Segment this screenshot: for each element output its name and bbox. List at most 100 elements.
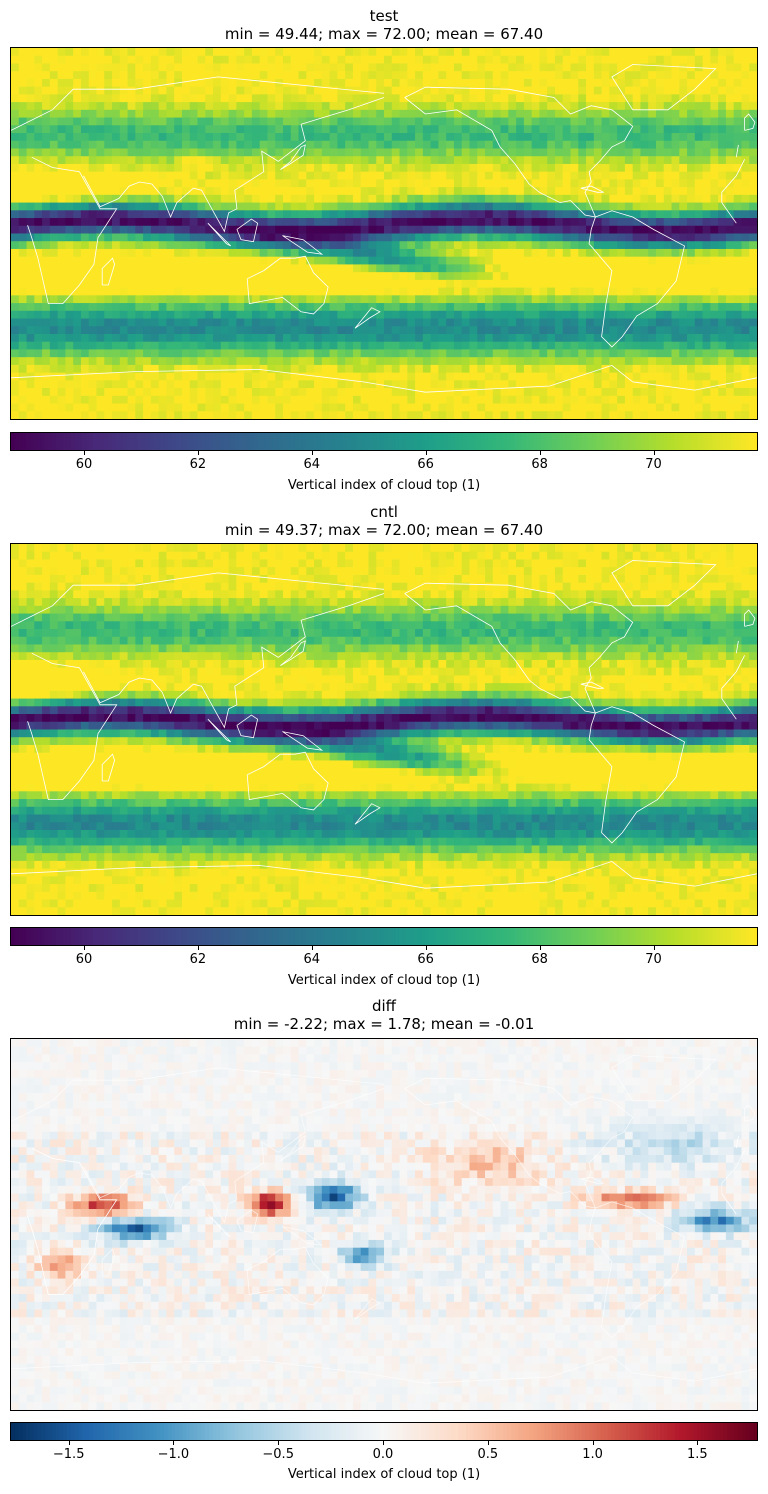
heatmap-cell bbox=[554, 272, 564, 281]
heatmap-cell bbox=[516, 395, 525, 405]
heatmap-cell bbox=[321, 187, 331, 196]
heatmap-cell bbox=[749, 102, 757, 111]
heatmap-cell bbox=[80, 94, 90, 103]
colorbar-segment bbox=[589, 433, 594, 450]
heatmap-cell bbox=[725, 218, 735, 227]
heatmap-cell bbox=[539, 133, 548, 142]
heatmap-cell bbox=[593, 326, 603, 335]
heatmap-cell bbox=[73, 248, 82, 258]
heatmap-cell bbox=[438, 318, 447, 327]
heatmap-cell bbox=[49, 140, 59, 150]
heatmap-cell bbox=[578, 395, 587, 405]
heatmap-cell bbox=[648, 388, 657, 397]
heatmap-cell bbox=[469, 241, 478, 250]
heatmap-cell bbox=[407, 241, 416, 250]
heatmap-cell bbox=[166, 148, 175, 157]
heatmap-cell bbox=[632, 156, 642, 165]
heatmap-cell bbox=[112, 78, 121, 88]
heatmap-cell bbox=[671, 372, 680, 381]
heatmap-cell bbox=[18, 163, 28, 173]
heatmap-cell bbox=[321, 411, 331, 419]
heatmap-cell bbox=[422, 171, 432, 180]
heatmap-cell bbox=[655, 264, 665, 273]
heatmap-cell bbox=[282, 357, 292, 366]
heatmap-cell bbox=[88, 63, 98, 72]
heatmap-cell bbox=[609, 544, 618, 553]
heatmap-cell bbox=[189, 551, 199, 561]
heatmap-cell bbox=[461, 357, 471, 366]
heatmap-cell bbox=[648, 264, 657, 273]
heatmap-cell bbox=[352, 264, 362, 273]
heatmap-cell bbox=[267, 187, 276, 196]
heatmap-cell bbox=[679, 326, 688, 335]
heatmap-cell bbox=[733, 341, 743, 351]
heatmap-cell bbox=[430, 380, 439, 389]
heatmap-cell bbox=[407, 372, 416, 381]
heatmap-cell bbox=[384, 364, 393, 374]
heatmap-cell bbox=[407, 544, 416, 553]
heatmap-cell bbox=[42, 403, 51, 412]
heatmap-cell bbox=[430, 94, 439, 103]
heatmap-cell bbox=[407, 163, 416, 173]
heatmap-cell bbox=[275, 551, 284, 561]
heatmap-cell bbox=[158, 202, 168, 211]
heatmap-cell bbox=[34, 310, 43, 320]
heatmap-cell bbox=[360, 86, 370, 95]
heatmap-cell bbox=[632, 109, 642, 119]
heatmap-cell bbox=[725, 395, 735, 405]
heatmap-cell bbox=[609, 202, 618, 211]
heatmap-cell bbox=[453, 341, 463, 351]
heatmap-cell bbox=[725, 148, 735, 157]
heatmap-cell bbox=[640, 264, 649, 273]
heatmap-cell bbox=[554, 78, 564, 88]
heatmap-cell bbox=[391, 171, 401, 180]
heatmap-cell bbox=[96, 125, 105, 134]
heatmap-cell bbox=[461, 318, 471, 327]
heatmap-cell bbox=[275, 341, 284, 351]
heatmap-cell bbox=[166, 248, 175, 258]
heatmap-cell bbox=[306, 163, 315, 173]
heatmap-cell bbox=[80, 372, 90, 381]
colorbar-segment bbox=[14, 433, 19, 450]
colorbar-segment bbox=[518, 433, 523, 450]
heatmap-cell bbox=[135, 156, 144, 165]
heatmap-cell bbox=[648, 133, 657, 142]
heatmap-cell bbox=[73, 194, 82, 204]
heatmap-cell bbox=[453, 86, 463, 95]
heatmap-cell bbox=[407, 125, 416, 134]
heatmap-cell bbox=[718, 310, 727, 320]
heatmap-cell bbox=[531, 326, 541, 335]
heatmap-cell bbox=[49, 264, 59, 273]
heatmap-cell bbox=[679, 318, 688, 327]
heatmap-cell bbox=[18, 63, 28, 72]
heatmap-cell bbox=[500, 133, 509, 142]
heatmap-cell bbox=[321, 133, 331, 142]
heatmap-cell bbox=[26, 333, 35, 343]
heatmap-cell bbox=[749, 411, 757, 419]
colorbar-segment bbox=[630, 433, 635, 450]
heatmap-cell bbox=[329, 333, 338, 343]
heatmap-cell bbox=[694, 310, 704, 320]
heatmap-cell bbox=[523, 125, 533, 134]
heatmap-cell bbox=[391, 125, 401, 134]
heatmap-cell bbox=[158, 349, 168, 358]
heatmap-cell bbox=[236, 71, 245, 80]
heatmap-cell bbox=[220, 117, 230, 126]
colorbar-segment bbox=[454, 433, 460, 450]
heatmap-cell bbox=[49, 388, 59, 397]
heatmap-cell bbox=[88, 403, 98, 412]
heatmap-cell bbox=[749, 364, 757, 374]
heatmap-cell bbox=[80, 187, 90, 196]
heatmap-cell bbox=[251, 380, 261, 389]
heatmap-cell bbox=[500, 78, 509, 88]
heatmap-cell bbox=[96, 411, 105, 419]
heatmap-cell bbox=[694, 140, 704, 150]
heatmap-cell bbox=[352, 403, 362, 412]
heatmap-cell bbox=[562, 256, 572, 266]
heatmap-cell bbox=[508, 148, 517, 157]
heatmap-cell bbox=[267, 303, 276, 312]
heatmap-cell bbox=[267, 364, 276, 374]
heatmap-cell bbox=[391, 71, 401, 80]
heatmap-cell bbox=[578, 388, 587, 397]
heatmap-cell bbox=[485, 241, 494, 250]
